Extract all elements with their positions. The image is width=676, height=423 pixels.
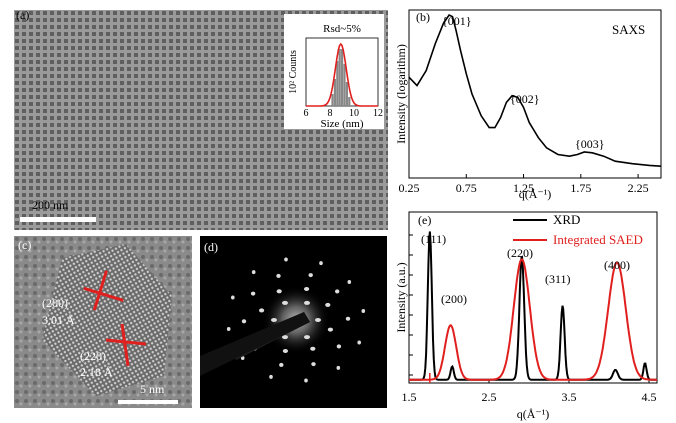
diffraction-spot xyxy=(271,318,277,322)
diffraction-spot xyxy=(282,349,288,353)
saxs-tag: SAXS xyxy=(612,22,646,37)
saed-series-line xyxy=(409,258,657,381)
diffraction-spot xyxy=(327,327,333,332)
diffraction-spot xyxy=(304,300,310,305)
xrd-x-tick-label: 1.5 xyxy=(402,390,417,404)
saxs-x-tick-label: 1.25 xyxy=(513,181,534,195)
inset-x-tick-label: 10 xyxy=(349,108,359,119)
d-spacing-1: 3.01 Å xyxy=(42,313,75,327)
panel-d-label: (d) xyxy=(204,240,218,254)
inset-bar xyxy=(348,97,351,106)
diffraction-spot xyxy=(276,289,282,294)
diffraction-spot xyxy=(336,365,341,370)
inset-title: Rsd~5% xyxy=(323,23,361,35)
xrd-peak-400: (400) xyxy=(604,258,630,272)
panel-e-xrd-chart: 1.5 2.5 3.5 4.5 XRD Integrated SAED q(Å⁻¹) Inte… xyxy=(395,211,658,421)
diffraction-spot xyxy=(282,300,288,305)
inset-bar xyxy=(343,64,346,106)
plane-220-label: (220) xyxy=(80,349,106,363)
diffraction-spot xyxy=(304,335,310,340)
inset-bar xyxy=(333,79,336,106)
inset-bar xyxy=(338,49,341,106)
diffraction-spot xyxy=(347,280,352,284)
panel-b-label: (b) xyxy=(416,10,430,24)
diffraction-spot xyxy=(269,374,273,379)
xrd-peak-311: (311) xyxy=(545,272,571,286)
diffraction-spot xyxy=(282,335,288,340)
diffraction-spot xyxy=(361,309,366,313)
inset-bar xyxy=(341,49,344,106)
panel-a-label: (a) xyxy=(16,8,30,22)
diffraction-spot xyxy=(345,316,351,321)
xrd-series-line xyxy=(409,231,657,381)
inset-y-axis-label: 10² Counts xyxy=(288,50,299,94)
saxs-frame xyxy=(408,9,662,179)
diffraction-spot xyxy=(226,327,231,331)
saxs-x-axis-label: q(Å⁻¹) xyxy=(519,187,552,201)
saxs-peak-002: {002} xyxy=(510,92,540,106)
panel-e-label: (e) xyxy=(418,213,432,227)
panel-d-saed-pattern xyxy=(200,236,387,408)
diffraction-spot xyxy=(311,362,316,367)
diffraction-spot xyxy=(304,287,310,291)
panel-c-label: (c) xyxy=(18,238,32,252)
legend-label-0: XRD xyxy=(553,212,580,227)
saxs-peak-001: {001} xyxy=(442,14,472,28)
diffraction-spot xyxy=(336,344,342,349)
inset-bar xyxy=(345,82,348,106)
diffraction-spot xyxy=(279,362,284,367)
saxs-series-line xyxy=(408,13,662,167)
saxs-y-axis-label: Intensity (logarithm) xyxy=(395,44,408,144)
inset-bar xyxy=(331,94,334,106)
saxs-x-tick-label: 2.25 xyxy=(628,181,649,195)
xrd-x-tick-label: 2.5 xyxy=(482,390,497,404)
diffraction-spot xyxy=(325,302,331,307)
diffraction-spot xyxy=(319,261,323,266)
xrd-y-axis-label: Intensity (a.u.) xyxy=(395,262,408,332)
panel-a-tem-image: 6 8 10 12 Rsd~5% Size (nm) 10² Counts xyxy=(14,10,388,230)
inset-fit-curve xyxy=(306,42,378,107)
diffraction-spot xyxy=(304,378,308,383)
xrd-peak-111: (111) xyxy=(421,232,447,246)
size-histogram-inset: 6 8 10 12 Rsd~5% Size (nm) 10² Counts xyxy=(284,14,384,130)
diffraction-spot xyxy=(259,308,265,313)
histogram-chart: 6 8 10 12 Rsd~5% Size (nm) 10² Counts xyxy=(288,23,383,130)
plane-200-label: (200) xyxy=(42,296,68,310)
xrd-x-tick-label: 4.5 xyxy=(642,390,657,404)
diffraction-spot xyxy=(241,319,247,324)
diffraction-spot xyxy=(251,270,256,275)
xrd-x-tick-label: 3.5 xyxy=(562,390,577,404)
inset-x-tick-label: 12 xyxy=(373,108,383,119)
panel-c-hrtem-image xyxy=(14,236,192,408)
inset-x-tick-label: 8 xyxy=(328,108,333,119)
d-spacing-2: 2.18 Å xyxy=(80,365,113,379)
xrd-frame xyxy=(408,211,658,384)
saxs-x-tick-label: 0.25 xyxy=(399,181,420,195)
diffraction-spot xyxy=(276,273,281,278)
saxs-x-tick-label: 1.75 xyxy=(570,181,591,195)
xrd-peak-200: (200) xyxy=(441,292,467,306)
scale-bar-a-label: 200 nm xyxy=(32,198,69,212)
panel-b-saxs-chart: 0.25 0.75 1.25 1.75 2.25 q(Å⁻¹) Intensity (log… xyxy=(395,9,662,201)
xrd-x-axis-label: q(Å⁻¹) xyxy=(517,407,550,421)
hrtem-lattice xyxy=(14,236,192,408)
legend-label-1: Integrated SAED xyxy=(553,232,643,247)
diffraction-spot xyxy=(315,318,321,322)
diffraction-spot xyxy=(308,273,313,278)
diffraction-spot xyxy=(231,295,235,300)
saxs-peak-003: {003} xyxy=(575,137,605,151)
diffraction-spot xyxy=(310,346,316,351)
inset-x-axis-label: Size (nm) xyxy=(320,118,363,129)
inset-bar xyxy=(336,61,339,106)
diffraction-spot xyxy=(357,340,361,345)
diffraction-pattern xyxy=(200,257,366,383)
scale-bar-a xyxy=(20,217,96,222)
saxs-x-tick-label: 0.75 xyxy=(456,181,477,195)
diffraction-spot xyxy=(335,289,340,294)
xrd-peak-220: (220) xyxy=(507,246,533,260)
inset-x-tick-label: 6 xyxy=(304,108,309,119)
diffraction-spot xyxy=(250,291,256,296)
diffraction-spot xyxy=(284,257,288,262)
scale-bar-c-label: 5 nm xyxy=(140,382,165,396)
